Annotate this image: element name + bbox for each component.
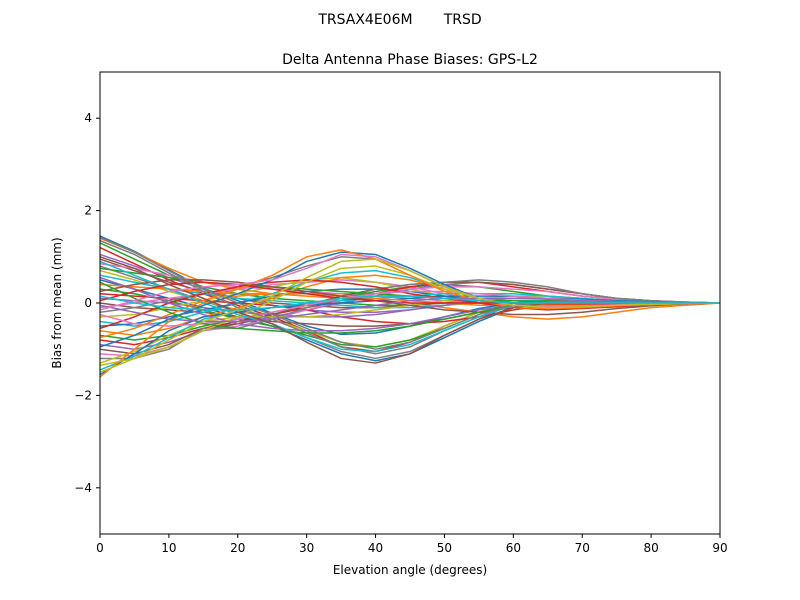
series-line-34 [100,279,720,330]
y-tick-label: 0 [84,296,92,310]
series-line-48 [100,236,720,350]
y-tick-label: −4 [74,481,92,495]
series-line-50 [100,295,720,311]
series-line-31 [100,295,720,376]
x-tick-label: 60 [506,541,521,555]
x-tick-label: 70 [575,541,590,555]
series-line-28 [100,279,720,360]
series-line-49 [100,258,720,373]
x-tick-label: 90 [712,541,727,555]
x-tick-label: 30 [299,541,314,555]
axes-layer: 0 10 20 30 40 50 60 70 80 90 −4 −2 0 2 4 [74,71,728,555]
x-axis-label: Elevation angle (degrees) [333,563,487,577]
series-line-36 [100,279,720,316]
y-tick-label: 4 [84,111,92,125]
series-line-44 [100,281,720,305]
chart-title: Delta Antenna Phase Biases: GPS-L2 [282,52,538,68]
x-tick-label: 50 [437,541,452,555]
series-layer [100,235,720,378]
y-tick-label: −2 [74,388,92,402]
x-tick-label: 20 [230,541,245,555]
y-tick-label: 2 [84,204,92,218]
x-tick-label: 40 [368,541,383,555]
x-tick-label: 80 [643,541,658,555]
x-tick-label: 0 [96,541,104,555]
figure-suptitle: TRSAX4E06M TRSD [317,12,481,28]
x-tick-label: 10 [161,541,176,555]
y-axis-label: Bias from mean (mm) [50,237,64,368]
